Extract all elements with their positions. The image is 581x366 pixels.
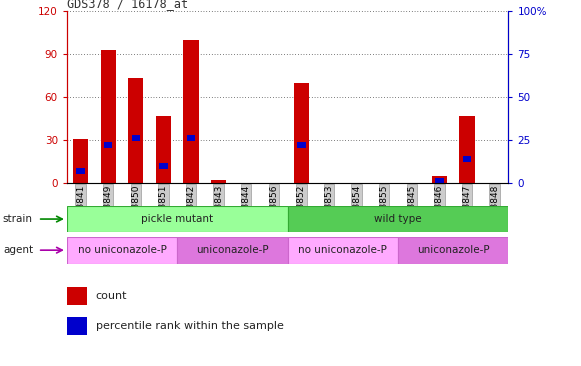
Text: no uniconazole-P: no uniconazole-P bbox=[299, 245, 387, 255]
Bar bbox=[432, 176, 447, 183]
Bar bbox=[132, 135, 140, 141]
Bar bbox=[297, 142, 306, 148]
Bar bbox=[67, 317, 87, 335]
Bar bbox=[184, 40, 199, 183]
Bar bbox=[211, 180, 226, 183]
Bar bbox=[288, 206, 508, 232]
Bar bbox=[67, 206, 288, 232]
Bar bbox=[128, 78, 144, 183]
Text: no uniconazole-P: no uniconazole-P bbox=[78, 245, 166, 255]
Text: strain: strain bbox=[3, 214, 33, 224]
Bar bbox=[77, 168, 85, 174]
Bar bbox=[67, 287, 87, 305]
Bar bbox=[101, 50, 116, 183]
Text: GDS378 / 16178_at: GDS378 / 16178_at bbox=[67, 0, 188, 10]
Bar bbox=[435, 178, 443, 184]
Text: wild type: wild type bbox=[374, 214, 422, 224]
Text: uniconazole-P: uniconazole-P bbox=[196, 245, 268, 255]
Bar bbox=[104, 142, 112, 148]
Bar bbox=[67, 237, 177, 264]
Bar bbox=[156, 116, 171, 183]
Text: percentile rank within the sample: percentile rank within the sample bbox=[95, 321, 284, 331]
Bar bbox=[159, 163, 167, 169]
Text: uniconazole-P: uniconazole-P bbox=[417, 245, 489, 255]
Bar bbox=[73, 139, 88, 183]
Bar bbox=[177, 237, 288, 264]
Text: pickle mutant: pickle mutant bbox=[141, 214, 213, 224]
Text: count: count bbox=[95, 291, 127, 300]
Bar bbox=[294, 83, 309, 183]
Bar bbox=[398, 237, 508, 264]
Bar bbox=[288, 237, 398, 264]
Text: agent: agent bbox=[3, 245, 33, 255]
Bar bbox=[187, 135, 195, 141]
Bar bbox=[463, 156, 471, 162]
Bar bbox=[460, 116, 475, 183]
